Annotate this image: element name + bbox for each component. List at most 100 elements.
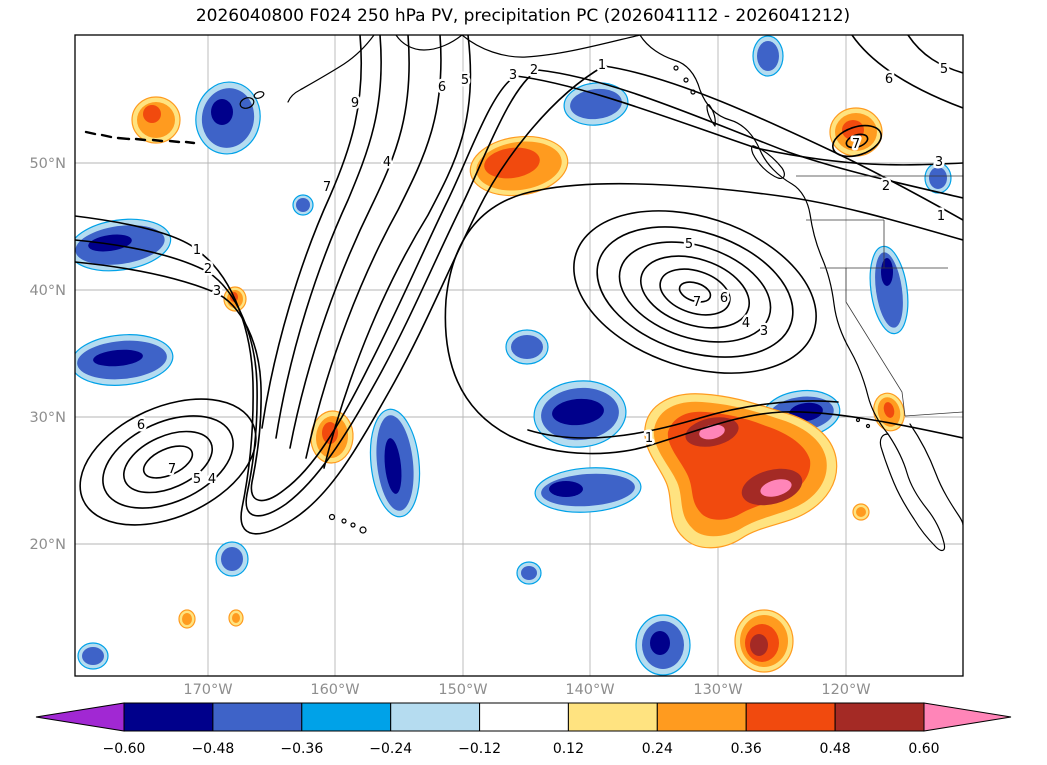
colorbar-tick: −0.48 xyxy=(191,741,234,757)
coastlines xyxy=(84,35,963,552)
pc-blob xyxy=(752,35,784,77)
colorbar-tick: −0.24 xyxy=(369,741,412,757)
se-alaska-island xyxy=(673,65,679,71)
contour-label: 1 xyxy=(937,209,945,224)
pc-blob xyxy=(178,609,196,629)
pc-blob xyxy=(77,642,109,670)
hawaiian-islands xyxy=(328,513,367,534)
pc-blob xyxy=(505,329,549,365)
lat-tick: 20°N xyxy=(29,537,66,553)
pc-blob xyxy=(563,82,629,126)
pc-blob xyxy=(534,467,642,513)
pc-blob xyxy=(228,609,244,627)
pc-blob xyxy=(852,503,870,521)
contour-label: 7 xyxy=(168,462,176,477)
contour-label: 4 xyxy=(208,472,216,487)
haida-gwaii-path xyxy=(706,104,716,127)
kodiak-island xyxy=(239,97,255,109)
small-island xyxy=(253,91,265,99)
lon-tick: 150°W xyxy=(438,682,487,698)
colorbar-segment xyxy=(212,702,303,732)
lon-tick: 140°W xyxy=(565,682,614,698)
baja-peninsula-path xyxy=(879,433,946,552)
contour-label: 4 xyxy=(742,316,750,331)
pc-blob xyxy=(924,162,952,194)
pc-blob xyxy=(292,194,314,216)
contour-label: 5 xyxy=(940,62,948,77)
contour-label: 1 xyxy=(598,58,606,73)
contour-label: 9 xyxy=(351,96,359,111)
map-frame xyxy=(74,34,964,677)
contour-label: 4 xyxy=(383,155,391,170)
contour-label: 3 xyxy=(760,324,768,339)
alaska-west-coast-path xyxy=(287,35,889,435)
se-alaska-island xyxy=(683,77,689,83)
colorbar-segment xyxy=(479,702,569,732)
colorbar-tick: 0.48 xyxy=(820,741,851,757)
pc-blob xyxy=(469,135,569,197)
colorbar-tick: −0.36 xyxy=(280,741,323,757)
pc-blob xyxy=(75,334,174,386)
pc-blob xyxy=(734,609,794,673)
lon-tick: 160°W xyxy=(310,682,359,698)
contour-label: 3 xyxy=(935,155,943,170)
pc-blob xyxy=(195,81,261,155)
contour-label: 6 xyxy=(720,291,728,306)
se-alaska-island xyxy=(690,89,696,95)
colorbar-segment xyxy=(123,702,214,732)
contour-label: 2 xyxy=(204,262,212,277)
pc-blob xyxy=(516,561,542,585)
contour-label: 2 xyxy=(882,179,890,194)
colorbar: −0.60 −0.48 −0.36 −0.24 −0.12 0.12 0.24 … xyxy=(35,702,1012,757)
pc-blob xyxy=(369,408,421,518)
colorbar-left-arrow xyxy=(35,702,125,732)
colorbar-segment xyxy=(656,702,747,732)
colorbar-right-arrow xyxy=(923,702,1012,732)
colorbar-tick: −0.12 xyxy=(458,741,501,757)
contour-label: 6 xyxy=(885,72,893,87)
pc-blob xyxy=(215,541,249,577)
contour-label: 3 xyxy=(509,68,517,83)
contour-label: 7 xyxy=(852,137,860,152)
colorbar-tick-labels: −0.60 −0.48 −0.36 −0.24 −0.12 0.12 0.24 … xyxy=(103,741,940,757)
mexico-mainland-coast-path xyxy=(909,423,963,526)
colorbar-segment xyxy=(834,702,925,732)
lon-tick: 170°W xyxy=(183,682,232,698)
precip-pc-positive-shading xyxy=(131,96,905,673)
pv-contours xyxy=(75,35,963,535)
colorbar-tick: 0.24 xyxy=(642,741,673,757)
channel-island xyxy=(855,417,861,423)
contour-label: 7 xyxy=(323,180,331,195)
lat-tick: 40°N xyxy=(29,283,66,299)
lon-tick-labels: 170°W 160°W 150°W 140°W 130°W 120°W xyxy=(183,682,870,698)
contour-label: 6 xyxy=(137,418,145,433)
colorbar-tick: 0.36 xyxy=(731,741,762,757)
lat-tick: 30°N xyxy=(29,410,66,426)
precip-pc-negative-shading xyxy=(75,35,952,676)
contour-label: 5 xyxy=(685,237,693,252)
lon-tick: 130°W xyxy=(693,682,742,698)
vancouver-island-path xyxy=(751,145,785,179)
aleutian-islands-dashes xyxy=(84,130,196,145)
contour-label: 5 xyxy=(461,73,469,88)
colorbar-segment xyxy=(301,702,392,732)
contour-label: 3 xyxy=(213,284,221,299)
contour-label: 1 xyxy=(193,243,201,258)
contour-label: 1 xyxy=(645,431,653,446)
contour-label: 2 xyxy=(530,63,538,78)
colorbar-tick: 0.60 xyxy=(908,741,939,757)
channel-island xyxy=(865,423,871,429)
colorbar-tick: 0.12 xyxy=(553,741,584,757)
contour-label: 6 xyxy=(438,80,446,95)
pc-blob xyxy=(869,245,909,335)
contour-labels: 1 2 3 6 7 5 4 7 4 9 6 5 3 2 1 5 7 6 4 3 … xyxy=(134,56,950,490)
lat-tick: 50°N xyxy=(29,156,66,172)
pc-blob xyxy=(533,380,627,448)
colorbar-segment xyxy=(567,702,658,732)
pc-blob xyxy=(131,96,181,144)
pc-blob-large-positive xyxy=(644,393,838,549)
contour-label: 7 xyxy=(693,295,701,310)
pc-blob xyxy=(635,614,691,676)
colorbar-segment xyxy=(390,702,481,732)
